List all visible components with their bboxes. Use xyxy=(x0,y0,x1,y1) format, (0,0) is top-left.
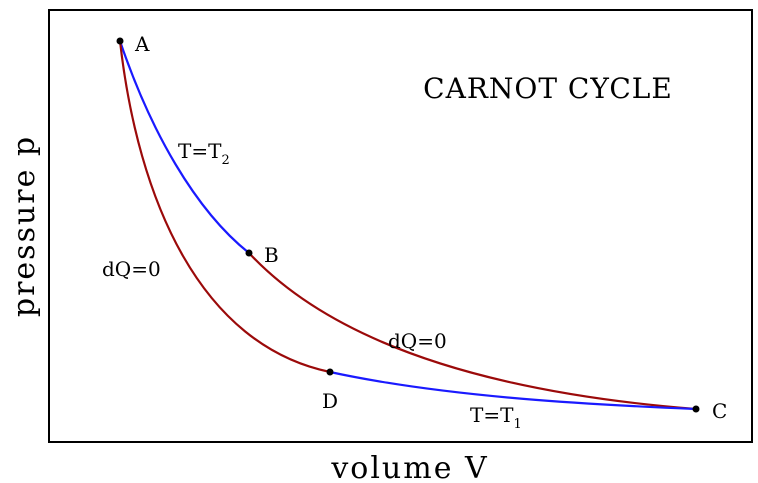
isotherm-hot xyxy=(118,40,250,254)
point-label: C xyxy=(712,399,727,423)
point xyxy=(692,405,700,413)
point xyxy=(116,37,124,45)
y-axis-label: pressure p xyxy=(7,135,42,317)
frame xyxy=(48,9,753,443)
title: CARNOT CYCLE xyxy=(423,72,673,105)
curve-label: dQ=0 xyxy=(102,257,161,281)
curve-label-sub: 2 xyxy=(221,153,229,168)
point-label: A xyxy=(134,32,150,56)
curve-label-text: T=T xyxy=(178,139,222,163)
isotherm-cold xyxy=(329,370,697,411)
curve-label: dQ=0 xyxy=(388,329,447,353)
point xyxy=(245,249,253,257)
point xyxy=(326,368,334,376)
adiabat-left xyxy=(118,40,331,374)
curve-label: T=T1 xyxy=(470,403,522,432)
adiabat-right xyxy=(248,252,697,411)
x-axis-label: volume V xyxy=(330,451,488,483)
point-label: B xyxy=(264,243,279,267)
curve-label: T=T2 xyxy=(178,139,230,168)
curve-label-text: T=T xyxy=(470,403,514,427)
curve-label-sub: 1 xyxy=(513,417,521,432)
point-label: D xyxy=(322,389,338,413)
